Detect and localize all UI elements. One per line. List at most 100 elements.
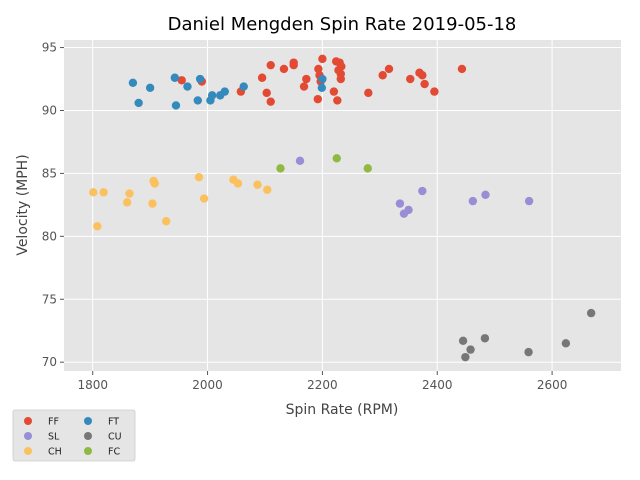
- data-point-ft: [239, 82, 248, 91]
- data-point-cu: [466, 345, 475, 354]
- legend-label-fc: FC: [108, 447, 120, 458]
- legend-marker-cu: [84, 432, 92, 440]
- data-point-ft: [128, 78, 138, 87]
- series-cu: [458, 308, 596, 362]
- data-point-ch: [150, 179, 159, 188]
- plot-background: [64, 40, 621, 371]
- legend-label-cu: CU: [108, 432, 122, 443]
- data-point-fc: [363, 164, 372, 173]
- data-point-ff: [336, 74, 345, 84]
- series-sl: [295, 156, 534, 218]
- data-point-ff: [177, 76, 186, 85]
- y-tick-label: 85: [42, 166, 57, 180]
- x-tick-label: 2200: [307, 378, 338, 392]
- data-point-ff: [457, 64, 467, 74]
- data-point-ft: [195, 74, 205, 84]
- data-point-ff: [378, 71, 387, 80]
- data-point-ff: [266, 60, 275, 70]
- legend-marker-ff: [24, 417, 32, 425]
- data-point-cu: [561, 339, 571, 348]
- data-point-ff: [318, 54, 327, 64]
- data-point-ch: [148, 199, 157, 208]
- data-point-ch: [233, 179, 243, 188]
- series-ch: [89, 172, 272, 231]
- data-point-sl: [418, 186, 427, 196]
- x-tick-label: 2600: [537, 378, 568, 392]
- data-point-ff: [333, 96, 342, 105]
- legend: FF FT SL CU CH FC: [12, 409, 136, 462]
- data-point-ff: [364, 88, 373, 98]
- y-gridlines: [64, 47, 621, 363]
- data-point-ff: [289, 58, 298, 67]
- x-tick-label: 1800: [77, 378, 108, 392]
- data-point-ch: [194, 172, 204, 182]
- data-point-ff: [266, 97, 275, 106]
- data-point-sl: [481, 190, 490, 200]
- legend-marker-fc: [84, 447, 92, 455]
- series-fc: [276, 154, 372, 173]
- data-point-ft: [207, 91, 217, 100]
- data-point-sl: [524, 196, 534, 206]
- data-point-fc: [332, 154, 341, 163]
- data-point-ff: [314, 64, 323, 74]
- data-point-ft: [318, 74, 327, 84]
- x-axis-label: Spin Rate (RPM): [286, 402, 399, 418]
- legend-marker-ch: [24, 447, 32, 455]
- data-point-cu: [480, 334, 490, 343]
- data-point-ch: [199, 194, 209, 203]
- data-point-ft: [145, 83, 155, 93]
- data-point-sl: [295, 156, 305, 166]
- legend-label-ft: FT: [108, 417, 119, 428]
- data-point-cu: [461, 352, 470, 362]
- data-point-ft: [171, 101, 181, 110]
- data-point-ch: [89, 188, 98, 197]
- y-tick-label: 80: [42, 229, 57, 243]
- data-point-cu: [524, 347, 533, 357]
- data-point-ft: [193, 96, 202, 105]
- series-ft: [128, 73, 327, 110]
- legend-label-sl: SL: [48, 432, 60, 443]
- data-point-ff: [384, 64, 394, 74]
- data-point-ch: [263, 185, 272, 194]
- y-tick-label: 90: [42, 103, 57, 117]
- data-point-sl: [404, 205, 413, 215]
- data-point-ff: [313, 94, 323, 104]
- data-point-ff: [302, 74, 311, 84]
- legend-label-ff: FF: [48, 417, 59, 428]
- x-tick-label: 2000: [192, 378, 223, 392]
- data-point-cu: [586, 308, 596, 318]
- data-point-sl: [468, 196, 478, 206]
- data-point-ff: [406, 74, 415, 84]
- data-point-ch: [93, 222, 102, 231]
- data-point-ch: [162, 217, 171, 226]
- y-axis-label: Velocity (MPH): [15, 154, 31, 255]
- data-point-ft: [183, 82, 192, 91]
- data-point-ff: [299, 82, 309, 91]
- scatter-points: [89, 54, 596, 362]
- data-point-ft: [317, 83, 327, 93]
- data-point-cu: [458, 336, 468, 345]
- data-point-ch: [253, 180, 262, 189]
- legend-label-ch: CH: [48, 447, 62, 458]
- data-point-ch: [122, 198, 132, 207]
- y-axis-ticks: 70 75 80 85 90 95: [42, 41, 64, 369]
- chart-title: Daniel Mengden Spin Rate 2019-05-18: [168, 14, 517, 35]
- data-point-ff: [257, 73, 267, 82]
- y-tick-label: 75: [42, 292, 57, 306]
- x-tick-label: 2400: [422, 378, 453, 392]
- data-point-ff: [420, 79, 429, 89]
- y-tick-label: 95: [42, 41, 57, 55]
- data-point-ff: [262, 88, 271, 98]
- data-point-ft: [170, 73, 180, 82]
- data-point-ft: [134, 98, 143, 108]
- data-point-ff: [337, 62, 346, 71]
- data-point-ff: [430, 87, 439, 96]
- data-point-ff: [329, 87, 339, 96]
- legend-marker-sl: [24, 432, 32, 440]
- x-gridlines: [92, 40, 553, 371]
- legend-box: [12, 409, 136, 462]
- data-point-ch: [125, 189, 134, 198]
- data-point-ff: [418, 71, 427, 80]
- data-point-ff: [279, 64, 289, 74]
